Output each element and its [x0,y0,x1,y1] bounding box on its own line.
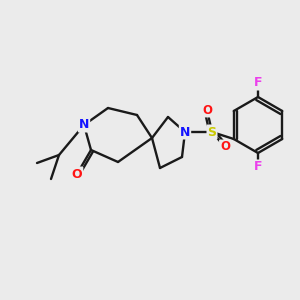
Text: S: S [208,125,217,139]
Text: F: F [254,76,262,89]
Text: O: O [72,167,82,181]
Text: N: N [79,118,89,131]
Text: O: O [202,103,212,116]
Text: F: F [254,160,262,173]
Text: O: O [220,140,230,154]
Text: N: N [180,125,190,139]
